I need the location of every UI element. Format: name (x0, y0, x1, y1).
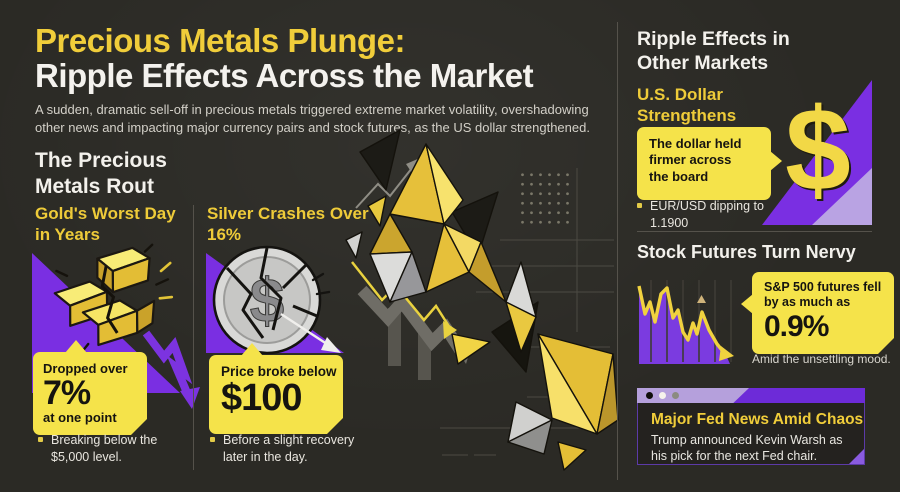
sparkline-area (639, 286, 730, 364)
snp-callout: S&P 500 futures fell by as much as 0.9% (741, 272, 894, 354)
sparkline-arrowhead (719, 346, 734, 361)
snp-callout-line1: S&P 500 futures fell (764, 280, 882, 294)
sparkline-chart (637, 280, 734, 364)
silver-callout-line1: Price broke below (221, 364, 337, 379)
gold-heading: Gold's Worst Day in Years (35, 204, 176, 244)
right-panel-heading: Ripple Effects in Other Markets (637, 28, 790, 74)
eur-usd-bullet: EUR/USD dipping to 1.1900 (637, 198, 770, 232)
subtitle-line2: other news and impacting major currency … (35, 119, 590, 135)
gold-bullet: Breaking below the $5,000 level. (38, 432, 186, 466)
gold-callout-line1: Dropped over (43, 361, 128, 376)
silver-heading: Silver Crashes Over 16% (207, 204, 369, 244)
fed-card-text: Trump announced Kevin Warsh as his pick … (651, 433, 843, 464)
page-title-line2: Ripple Effects Across the Market (35, 57, 534, 94)
right-panel-divider (617, 22, 618, 480)
futures-note: Amid the unsettling mood. (752, 352, 891, 366)
sparkline-marker (697, 295, 706, 303)
window-dot-icon (659, 392, 666, 399)
usd-heading: U.S. Dollar Strengthens (637, 85, 737, 125)
dot-grid-decoration (518, 170, 570, 228)
card-title-bar-light-segment (637, 388, 749, 403)
purple-down-arrow-icon (142, 330, 200, 409)
window-dot-icon (646, 392, 653, 399)
fed-card-body: Major Fed News Amid Chaos Trump announce… (637, 403, 865, 465)
yellow-line-arrow-icon (351, 261, 457, 339)
right-panel-section-divider (637, 231, 872, 232)
fed-news-card: Major Fed News Amid Chaos Trump announce… (637, 388, 865, 465)
usd-callout: The dollar held firmer across the board (637, 127, 782, 200)
gold-callout-line2: at one point (43, 410, 117, 425)
column-divider (193, 205, 194, 470)
silver-callout: Price broke below $100 (209, 343, 343, 434)
crash-arrow-illustration (345, 129, 619, 471)
fed-card-heading: Major Fed News Amid Chaos (651, 411, 864, 428)
sparkline-line (637, 285, 728, 357)
silver-coin-icon: $ (212, 245, 341, 355)
snp-callout-value: 0.9% (764, 310, 829, 343)
shatter-arrow (345, 129, 619, 471)
gold-callout-value: 7% (43, 374, 91, 412)
gold-callout: Dropped over 7% at one point (33, 340, 147, 435)
usd-callout-text: The dollar held firmer across the board (649, 136, 742, 184)
silver-callout-value: $100 (221, 377, 303, 419)
snp-callout-line2: by as much as (764, 295, 851, 309)
subtitle-line1: A sudden, dramatic sell-off in precious … (35, 102, 589, 117)
gold-bars-icon (53, 243, 174, 355)
page-title-line1: Precious Metals Plunge: (35, 22, 405, 59)
dollar-sign-icon: $ (785, 84, 851, 216)
window-dot-icon (672, 392, 679, 399)
silver-bullet: Before a slight recovery later in the da… (210, 432, 373, 466)
futures-heading: Stock Futures Turn Nervy (637, 242, 856, 262)
section-heading-precious-metals-rout: The Precious Metals Rout (35, 149, 167, 199)
page-subtitle: A sudden, dramatic sell-off in precious … (35, 101, 590, 136)
